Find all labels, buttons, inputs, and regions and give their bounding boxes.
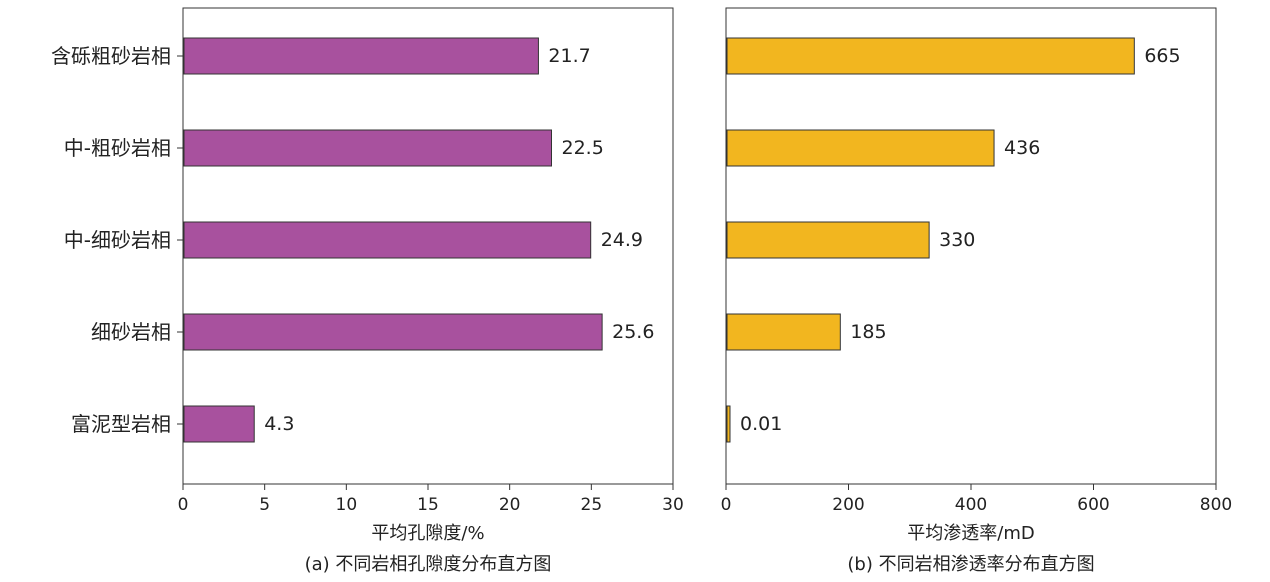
x-tick-label: 0 — [721, 495, 732, 515]
x-tick-label: 30 — [662, 495, 684, 515]
bar-value-label: 22.5 — [562, 137, 604, 159]
bar-value-label: 24.9 — [601, 229, 643, 251]
x-tick-label: 400 — [955, 495, 987, 515]
category-label: 富泥型岩相 — [71, 412, 171, 436]
bar — [183, 129, 552, 167]
bar — [726, 129, 995, 167]
chart-panel-a: 0 5 10 15 20 25 30 21.7 含砾粗砂岩相 22.5 中-粗砂岩相 24.9 中-细砂… — [51, 7, 684, 575]
category-label: 中-粗砂岩相 — [64, 136, 171, 160]
bar-value-label: 25.6 — [612, 321, 654, 343]
x-tick-label: 15 — [417, 495, 439, 515]
bar-value-label: 0.01 — [740, 413, 782, 435]
x-tick-label: 600 — [1077, 495, 1109, 515]
bar-value-label: 436 — [1004, 137, 1040, 159]
category-label: 细砂岩相 — [91, 320, 171, 344]
bar — [726, 221, 930, 259]
bar — [183, 313, 603, 351]
x-tick-label: 10 — [336, 495, 358, 515]
category-label: 含砾粗砂岩相 — [51, 44, 171, 68]
bar-value-label: 330 — [939, 229, 975, 251]
bar-value-label: 4.3 — [264, 413, 294, 435]
bar-value-label: 185 — [850, 321, 886, 343]
chart-panel-b: 0 200 400 600 800 665 436 330 185 0.01 平均渗透率/mD (b)… — [721, 7, 1232, 575]
chart-caption: (b) 不同岩相渗透率分布直方图 — [847, 554, 1094, 575]
x-tick-label: 20 — [499, 495, 521, 515]
bar — [726, 405, 731, 443]
bar — [726, 37, 1135, 75]
x-tick-label: 5 — [259, 495, 270, 515]
x-tick-label: 200 — [832, 495, 864, 515]
bar — [183, 221, 592, 259]
x-tick-label: 0 — [178, 495, 189, 515]
x-axis-title: 平均渗透率/mD — [907, 523, 1034, 544]
x-tick-label: 25 — [581, 495, 603, 515]
x-tick-label: 800 — [1200, 495, 1232, 515]
bar — [183, 405, 255, 443]
bar — [183, 37, 539, 75]
bar-value-label: 665 — [1144, 45, 1180, 67]
bar-value-label: 21.7 — [548, 45, 590, 67]
bar — [726, 313, 841, 351]
chart-caption: (a) 不同岩相孔隙度分布直方图 — [305, 554, 552, 575]
x-axis-title: 平均孔隙度/% — [371, 523, 484, 544]
category-label: 中-细砂岩相 — [64, 228, 171, 252]
